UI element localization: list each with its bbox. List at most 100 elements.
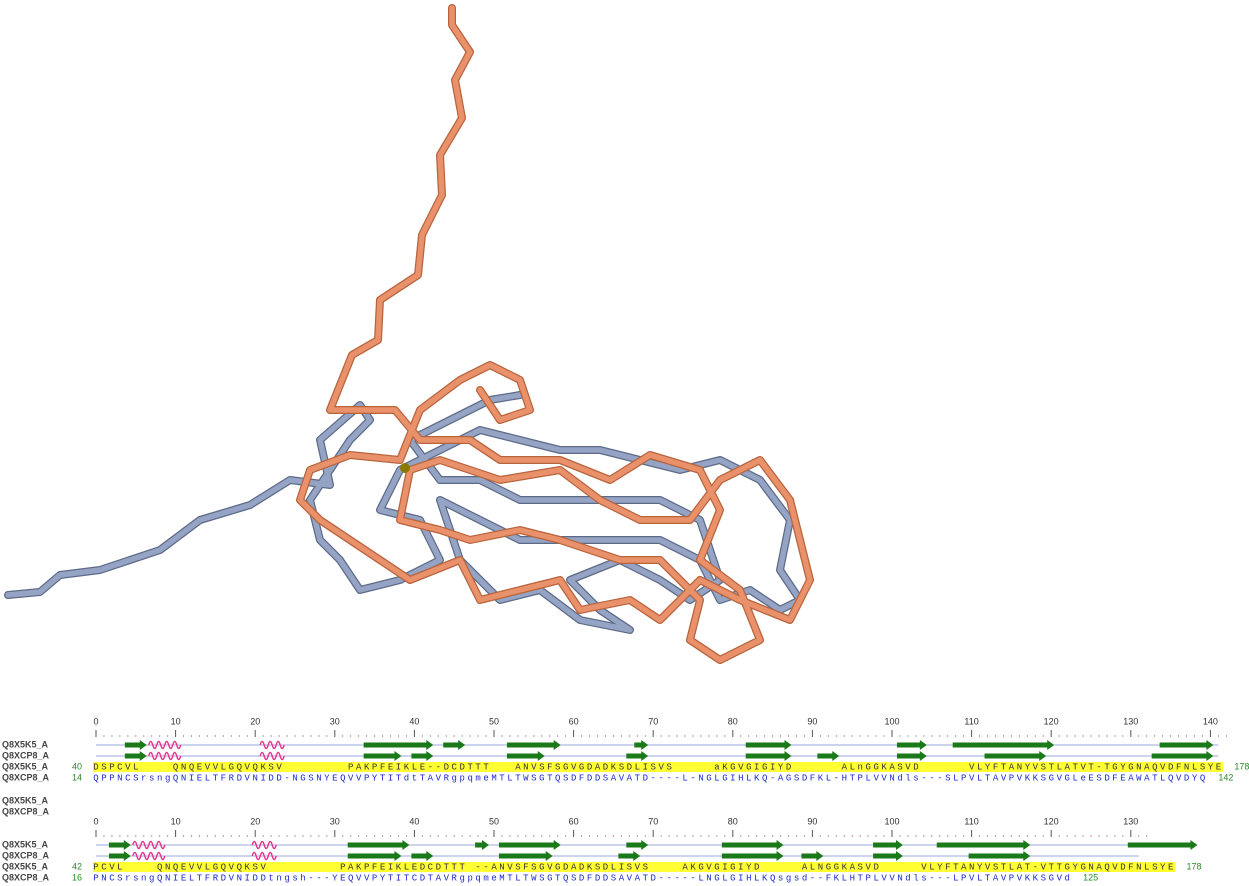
ruler-label: 110 xyxy=(964,716,978,726)
strand-arrow xyxy=(634,740,648,750)
ruler-dot xyxy=(836,735,837,736)
ruler-dot xyxy=(183,735,184,736)
ruler-dot xyxy=(756,835,757,836)
ruler-dot xyxy=(597,835,598,836)
ruler-dot xyxy=(645,835,646,836)
ruler-dot xyxy=(406,735,407,736)
ruler-dot xyxy=(477,735,478,736)
ruler-dot xyxy=(708,735,709,736)
ruler-dot xyxy=(700,735,701,736)
ruler-dot xyxy=(1019,735,1020,736)
strand-arrow xyxy=(969,851,1031,861)
ruler-dot xyxy=(724,835,725,836)
ruler-dot xyxy=(223,835,224,836)
ruler-dot xyxy=(374,835,375,836)
ruler-label: 120 xyxy=(1044,716,1059,726)
ruler-dot xyxy=(820,735,821,736)
strand-arrow xyxy=(499,840,561,850)
ruler-dot xyxy=(748,735,749,736)
sequence: QPPNCSrsngQNIELTFRDVNIDD-NGSNYEQVVPYTITd… xyxy=(93,773,1208,783)
ruler-dot xyxy=(247,835,248,836)
row-start: 14 xyxy=(72,772,82,782)
ruler-dot xyxy=(796,835,797,836)
ruler-dot xyxy=(987,835,988,836)
ruler-dot xyxy=(135,735,136,736)
ruler-dot xyxy=(525,735,526,736)
ruler-label: 90 xyxy=(807,816,817,826)
ruler-dot xyxy=(1011,735,1012,736)
ruler-dot xyxy=(1138,735,1139,736)
ruler-dot xyxy=(1074,735,1075,736)
strand-arrow xyxy=(125,751,147,761)
ruler-dot xyxy=(350,735,351,736)
ruler-dot xyxy=(1146,735,1147,736)
ruler-dot xyxy=(629,835,630,836)
ruler-dot xyxy=(931,835,932,836)
ruler-dot xyxy=(931,735,932,736)
ruler-dot xyxy=(207,835,208,836)
ruler-dot xyxy=(1178,735,1179,736)
strand-arrow xyxy=(1160,740,1214,750)
ruler-dot xyxy=(1202,735,1203,736)
ruler-dot xyxy=(366,735,367,736)
sequence: PCVL QNQEVVLGQVQKSV PAKPFEIKLEDCDTTT --A… xyxy=(93,862,1176,872)
strand-arrow xyxy=(411,851,433,861)
ruler-dot xyxy=(382,835,383,836)
ruler-dot xyxy=(684,835,685,836)
strand-arrow xyxy=(499,851,553,861)
ruler-dot xyxy=(740,835,741,836)
ligand xyxy=(400,463,410,473)
ruler-dot xyxy=(446,835,447,836)
ruler-dot xyxy=(661,835,662,836)
ruler-dot xyxy=(454,735,455,736)
ruler-dot xyxy=(358,835,359,836)
ruler-dot xyxy=(1035,735,1036,736)
ruler-dot xyxy=(748,835,749,836)
ruler-dot xyxy=(470,735,471,736)
ruler-dot xyxy=(995,835,996,836)
ruler-dot xyxy=(1027,735,1028,736)
ruler-label: 120 xyxy=(1044,816,1059,826)
ruler-dot xyxy=(661,735,662,736)
ruler-dot xyxy=(342,735,343,736)
ruler-dot xyxy=(669,735,670,736)
ruler-dot xyxy=(1043,835,1044,836)
ruler-dot xyxy=(1003,735,1004,736)
ruler-label: 100 xyxy=(884,816,899,826)
ruler-dot xyxy=(1114,835,1115,836)
ruler-dot xyxy=(589,735,590,736)
ruler-dot xyxy=(1059,735,1060,736)
ruler-dot xyxy=(915,735,916,736)
ruler-label: 60 xyxy=(569,716,579,726)
ruler-dot xyxy=(852,835,853,836)
ruler-dot xyxy=(278,735,279,736)
strand-arrow xyxy=(953,740,1055,750)
ruler-label: 70 xyxy=(648,716,658,726)
ruler-dot xyxy=(860,835,861,836)
ruler-dot xyxy=(271,735,272,736)
ruler-label: 30 xyxy=(330,816,340,826)
ruler-label: 130 xyxy=(1123,716,1138,726)
ruler-dot xyxy=(143,735,144,736)
ruler-dot xyxy=(517,735,518,736)
ruler-dot xyxy=(191,835,192,836)
ruler-dot xyxy=(923,835,924,836)
strand-arrow xyxy=(897,740,927,750)
ruler-label: 40 xyxy=(409,716,419,726)
ruler-dot xyxy=(1170,735,1171,736)
ruler-dot xyxy=(676,735,677,736)
ruler-dot xyxy=(326,735,327,736)
ruler-dot xyxy=(637,735,638,736)
ruler-dot xyxy=(605,835,606,836)
ruler-dot xyxy=(828,735,829,736)
ruler-dot xyxy=(581,835,582,836)
ruler-dot xyxy=(1003,835,1004,836)
ruler-dot xyxy=(430,835,431,836)
ss-name: Q8XCP8_A xyxy=(2,850,50,860)
strand-arrow xyxy=(348,840,410,850)
ruler-dot xyxy=(804,835,805,836)
ruler-dot xyxy=(899,735,900,736)
ruler-label: 10 xyxy=(171,716,181,726)
ruler-dot xyxy=(740,735,741,736)
ruler-dot xyxy=(597,735,598,736)
